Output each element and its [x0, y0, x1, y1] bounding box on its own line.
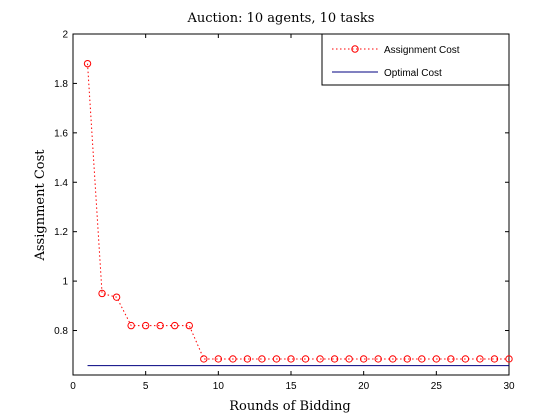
- assignment-cost-point: [374, 355, 382, 363]
- legend-optimal-label: Optimal Cost: [384, 68, 442, 79]
- assignment-cost-point: [156, 321, 164, 330]
- assignment-cost-point: [287, 355, 295, 363]
- assignment-cost-point: [112, 293, 121, 301]
- assignment-cost-point: [98, 289, 106, 298]
- x-tick-label: 5: [143, 381, 149, 392]
- assignment-cost-point: [476, 355, 484, 363]
- x-tick-label: 10: [213, 381, 225, 392]
- assignment-cost-point: [461, 355, 470, 363]
- legend: Assignment Cost Optimal Cost: [321, 33, 510, 86]
- x-tick-label: 0: [70, 381, 76, 392]
- assignment-cost-point: [258, 355, 266, 363]
- assignment-cost-point: [127, 321, 135, 330]
- y-tick-label: 1: [62, 277, 68, 288]
- y-axis-label: Assignment Cost: [33, 149, 48, 262]
- assignment-cost-point: [490, 355, 499, 363]
- assignment-cost-point: [83, 59, 92, 68]
- legend-assignment-marker: [351, 45, 359, 53]
- assignment-cost-point: [272, 355, 281, 363]
- x-tick-label: 30: [503, 381, 515, 392]
- assignment-cost-point: [214, 355, 223, 363]
- legend-assignment-label: Assignment Cost: [384, 45, 460, 56]
- y-tick-label: 1.2: [54, 227, 68, 238]
- y-tick-label: 1.4: [54, 178, 68, 189]
- assignment-cost-point: [171, 321, 179, 330]
- assignment-cost-point: [447, 355, 455, 363]
- y-axis: 0.8 1 1.2 1.4 1.6 1.8 2: [54, 30, 509, 337]
- assignment-cost-point: [185, 321, 193, 330]
- legend-box: [321, 33, 510, 86]
- x-axis-label: Rounds of Bidding: [229, 399, 350, 414]
- assignment-cost-point: [345, 355, 353, 363]
- assignment-cost-point: [330, 355, 339, 363]
- assignment-cost-point: [359, 355, 368, 363]
- assignment-cost-point: [141, 321, 150, 330]
- assignment-cost-point: [301, 355, 310, 363]
- y-tick-label: 0.8: [54, 326, 68, 337]
- series-assignment-cost: [83, 59, 513, 363]
- y-tick-label: 1.6: [54, 128, 68, 139]
- assignment-cost-point: [243, 355, 252, 363]
- y-tick-label: 1.8: [54, 79, 68, 90]
- assignment-cost-point: [229, 355, 237, 363]
- assignment-cost-point: [316, 355, 324, 363]
- assignment-cost-point: [418, 355, 426, 363]
- x-tick-label: 20: [358, 381, 370, 392]
- x-tick-label: 25: [431, 381, 443, 392]
- x-axis: 0 5 10 15 20 25 30: [70, 34, 515, 392]
- assignment-cost-point: [432, 355, 441, 363]
- assignment-cost-point: [403, 355, 411, 363]
- assignment-cost-point: [200, 355, 208, 363]
- chart-title: Auction: 10 agents, 10 tasks: [187, 11, 375, 26]
- assignment-cost-point: [389, 355, 397, 363]
- x-tick-label: 15: [285, 381, 297, 392]
- assignment-cost-point: [505, 355, 513, 363]
- plot-area: [72, 33, 510, 376]
- y-tick-label: 2: [62, 30, 68, 41]
